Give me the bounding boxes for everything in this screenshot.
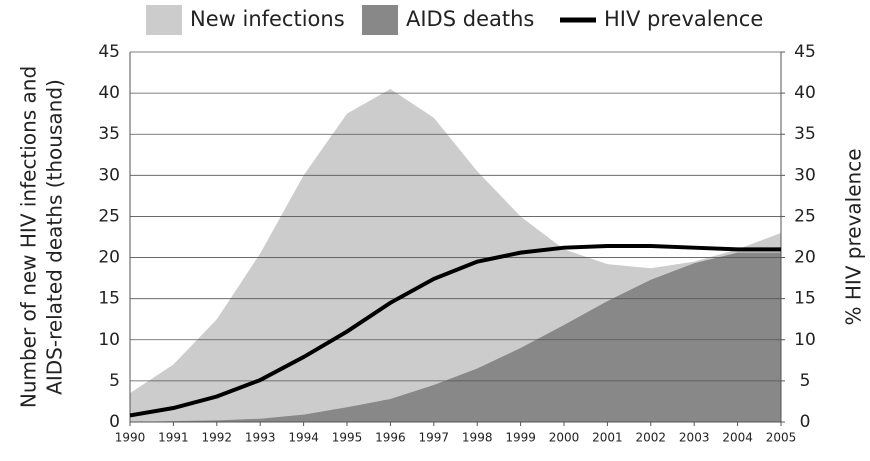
- y-axis-title: Number of new HIV infections and: [17, 66, 41, 408]
- area: [130, 252, 781, 422]
- x-tick-label: 2000: [549, 431, 580, 445]
- y2-axis-title: % HIV prevalence: [842, 148, 866, 325]
- y2-tick-label: 45: [794, 42, 816, 62]
- y-tick-label: 30: [98, 165, 120, 185]
- x-tick-label: 1997: [419, 431, 450, 445]
- y-axis-title: AIDS-related deaths (thousand): [43, 79, 67, 395]
- x-tick-label: 2001: [592, 431, 623, 445]
- y-tick-label: 40: [98, 83, 120, 103]
- x-tick-label: 1991: [158, 431, 189, 445]
- x-tick-label: 1994: [288, 431, 319, 445]
- y-tick-label: 0: [109, 412, 120, 432]
- x-tick-label: 1995: [332, 431, 363, 445]
- y2-tick-label: 35: [794, 124, 816, 144]
- y2-tick-label: 40: [794, 83, 816, 103]
- x-tick-label: 2002: [636, 431, 667, 445]
- y-tick-label: 10: [98, 330, 120, 350]
- y-tick-label: 25: [98, 206, 120, 226]
- x-tick-label: 1990: [115, 431, 146, 445]
- y2-tick-label: 5: [800, 371, 811, 391]
- y2-tick-label: 10: [794, 330, 816, 350]
- legend-label: AIDS deaths: [406, 7, 534, 31]
- y-tick-label: 5: [109, 371, 120, 391]
- x-tick-label: 1992: [202, 431, 233, 445]
- x-tick-label: 2003: [679, 431, 710, 445]
- y2-tick-label: 30: [794, 165, 816, 185]
- y-tick-label: 15: [98, 289, 120, 309]
- y2-tick-label: 20: [794, 248, 816, 268]
- legend-swatch: [362, 5, 398, 35]
- line: [129, 244, 781, 418]
- x-tick-label: 2005: [766, 431, 797, 445]
- x-tick-label: 1999: [505, 431, 536, 445]
- x-tick-label: 1996: [375, 431, 406, 445]
- y2-tick-label: 25: [794, 206, 816, 226]
- x-tick-label: 1993: [245, 431, 276, 445]
- y2-tick-label: 0: [800, 412, 811, 432]
- legend-label: New infections: [190, 7, 345, 31]
- y-tick-label: 45: [98, 42, 120, 62]
- y2-tick-label: 15: [794, 289, 816, 309]
- y-tick-label: 20: [98, 248, 120, 268]
- x-tick-label: 2004: [722, 431, 753, 445]
- y-tick-label: 35: [98, 124, 120, 144]
- legend-label: HIV prevalence: [604, 7, 763, 31]
- legend-swatch: [146, 5, 182, 35]
- x-tick-label: 1998: [462, 431, 493, 445]
